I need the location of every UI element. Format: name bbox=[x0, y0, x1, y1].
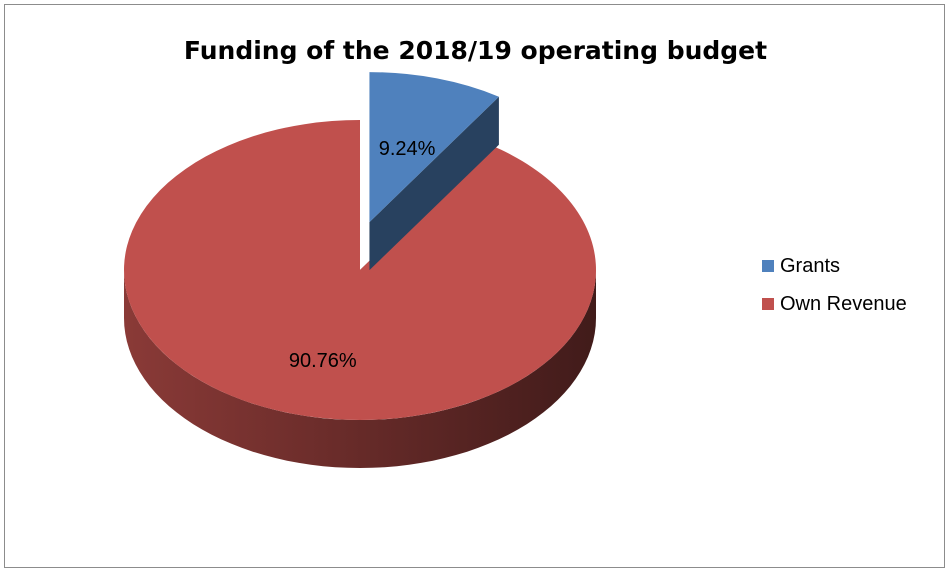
legend-label-grants: Grants bbox=[780, 255, 840, 278]
legend-item-grants: Grants bbox=[762, 254, 907, 278]
legend: Grants Own Revenue bbox=[762, 254, 907, 330]
legend-swatch-own-revenue bbox=[762, 298, 774, 310]
legend-label-own-revenue: Own Revenue bbox=[780, 293, 907, 316]
pie-slice-own-revenue bbox=[124, 120, 596, 468]
legend-swatch-grants bbox=[762, 260, 774, 272]
slice-top-own-revenue bbox=[124, 120, 596, 420]
data-label-grants: 9.24% bbox=[379, 138, 436, 160]
data-label-own-revenue: 90.76% bbox=[289, 350, 357, 372]
legend-item-own-revenue: Own Revenue bbox=[762, 292, 907, 316]
